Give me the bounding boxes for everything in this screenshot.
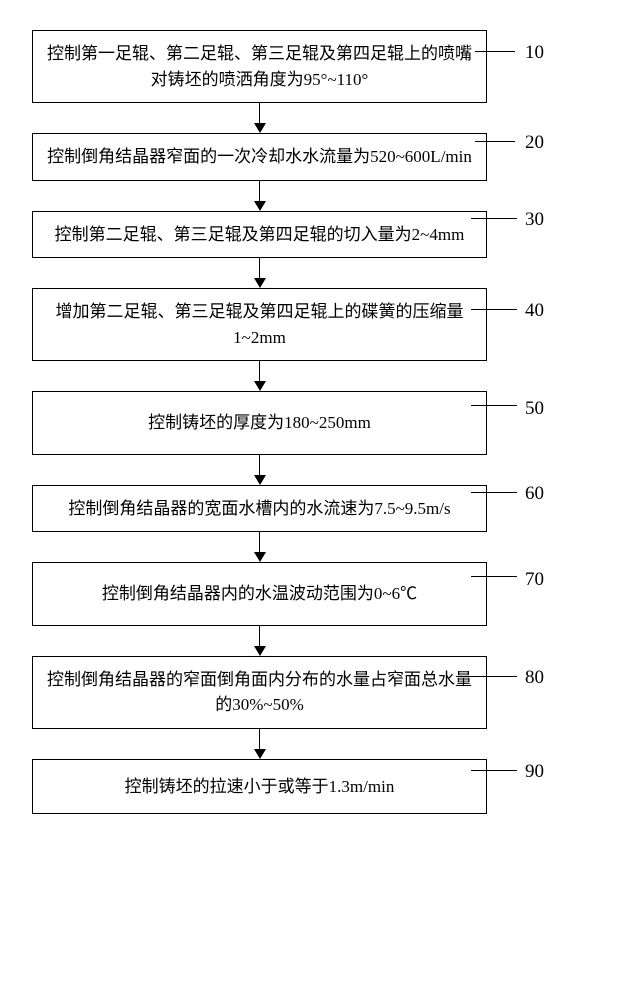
step-row: 控制第一足辊、第二足辊、第三足辊及第四足辊上的喷嘴对铸坯的喷洒角度为95°~11…: [32, 30, 592, 103]
step-box-70: 控制倒角结晶器内的水温波动范围为0~6℃: [32, 562, 487, 626]
step-row: 控制倒角结晶器的宽面水槽内的水流速为7.5~9.5m/s 60: [32, 485, 592, 533]
step-label: 60: [525, 483, 565, 505]
step-row: 控制第二足辊、第三足辊及第四足辊的切入量为2~4mm 30: [32, 211, 592, 259]
arrow-down-icon: [254, 749, 266, 759]
arrow-down-icon: [254, 201, 266, 211]
step-row: 控制倒角结晶器窄面的一次冷却水水流量为520~600L/min 20: [32, 133, 592, 181]
arrow-connector: [32, 103, 487, 133]
arrow-down-icon: [254, 278, 266, 288]
arrow-down-icon: [254, 381, 266, 391]
step-label: 50: [525, 398, 565, 420]
step-row: 控制铸坯的拉速小于或等于1.3m/min 90: [32, 759, 592, 815]
arrow-connector: [32, 181, 487, 211]
step-box-50: 控制铸坯的厚度为180~250mm: [32, 391, 487, 455]
step-row: 控制铸坯的厚度为180~250mm 50: [32, 391, 592, 455]
arrow-down-icon: [254, 475, 266, 485]
step-box-60: 控制倒角结晶器的宽面水槽内的水流速为7.5~9.5m/s: [32, 485, 487, 533]
arrow-down-icon: [254, 552, 266, 562]
step-box-10: 控制第一足辊、第二足辊、第三足辊及第四足辊上的喷嘴对铸坯的喷洒角度为95°~11…: [32, 30, 487, 103]
arrow-connector: [32, 729, 487, 759]
arrow-connector: [32, 258, 487, 288]
step-label: 80: [525, 667, 565, 689]
step-label: 90: [525, 761, 565, 783]
flowchart-container: 控制第一足辊、第二足辊、第三足辊及第四足辊上的喷嘴对铸坯的喷洒角度为95°~11…: [32, 30, 592, 814]
step-label: 20: [525, 132, 565, 154]
arrow-down-icon: [254, 123, 266, 133]
step-label: 70: [525, 569, 565, 591]
step-label: 10: [525, 42, 565, 64]
step-box-20: 控制倒角结晶器窄面的一次冷却水水流量为520~600L/min: [32, 133, 487, 181]
step-row: 控制倒角结晶器内的水温波动范围为0~6℃ 70: [32, 562, 592, 626]
arrow-connector: [32, 361, 487, 391]
arrow-down-icon: [254, 646, 266, 656]
step-row: 增加第二足辊、第三足辊及第四足辊上的碟簧的压缩量1~2mm 40: [32, 288, 592, 361]
arrow-connector: [32, 626, 487, 656]
step-box-80: 控制倒角结晶器的窄面倒角面内分布的水量占窄面总水量的30%~50%: [32, 656, 487, 729]
step-box-40: 增加第二足辊、第三足辊及第四足辊上的碟簧的压缩量1~2mm: [32, 288, 487, 361]
step-row: 控制倒角结晶器的窄面倒角面内分布的水量占窄面总水量的30%~50% 80: [32, 656, 592, 729]
step-label: 30: [525, 209, 565, 231]
arrow-connector: [32, 532, 487, 562]
arrow-connector: [32, 455, 487, 485]
step-box-90: 控制铸坯的拉速小于或等于1.3m/min: [32, 759, 487, 815]
step-box-30: 控制第二足辊、第三足辊及第四足辊的切入量为2~4mm: [32, 211, 487, 259]
step-label: 40: [525, 300, 565, 322]
